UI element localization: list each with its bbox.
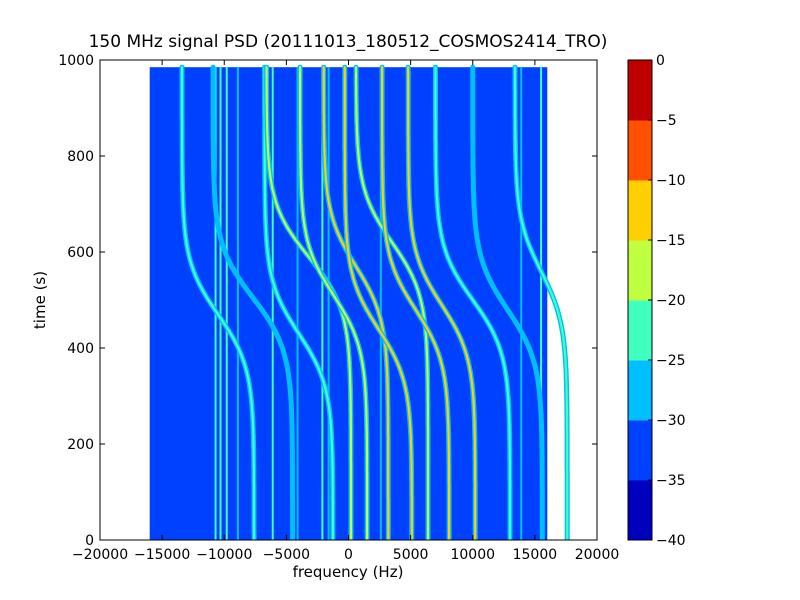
colorbar-segment (628, 120, 652, 181)
heatmap (149, 64, 570, 540)
colorbar-tick-label: −15 (656, 233, 686, 249)
colorbar-tick-label: −30 (656, 413, 686, 429)
y-axis: 0 200 400 600 800 1000 (58, 53, 597, 549)
colorbar-tick-label: −5 (656, 113, 677, 129)
trace-core (180, 66, 256, 540)
colorbar-segment (628, 360, 652, 421)
colorbar-segment (628, 480, 652, 541)
y-axis-label: time (s) (31, 271, 49, 329)
colorbar-tick-label: 0 (656, 53, 665, 69)
x-tick-label: 0 (344, 547, 353, 563)
trace-core (343, 66, 413, 540)
colorbar: −40 −35 −30 −25 −20 −15 −10 −5 0 (627, 53, 686, 549)
trace-5 (321, 64, 391, 540)
trace-2 (262, 64, 336, 540)
colorbar-segment (628, 180, 652, 241)
x-tick-label: 15000 (513, 547, 558, 563)
trace-7 (353, 64, 431, 540)
trace-6 (342, 64, 415, 540)
x-tick-label: −10000 (196, 547, 252, 563)
trace-4 (297, 64, 370, 540)
y-tick-label: 200 (67, 437, 94, 453)
trace-core (322, 66, 390, 540)
trace-0 (179, 64, 257, 540)
trace-core (381, 66, 451, 540)
y-tick-label: 1000 (58, 53, 94, 69)
chart-title: 150 MHz signal PSD (20111013_180512_COSM… (89, 32, 608, 52)
trace-8 (379, 64, 452, 540)
trace-core (434, 66, 512, 540)
trace-9 (405, 64, 478, 540)
colorbar-tick-label: −20 (656, 293, 686, 309)
trace-11 (470, 64, 545, 540)
trace-12 (512, 64, 570, 540)
y-tick-label: 600 (67, 245, 94, 261)
trace-core (471, 66, 544, 540)
y-tick-label: 0 (85, 533, 94, 549)
colorbar-segment (628, 60, 652, 121)
plot-area (99, 59, 598, 541)
trace-core (354, 66, 430, 540)
colorbar-tick-label: −40 (656, 533, 686, 549)
colorbar-segment (628, 240, 652, 301)
colorbar-tick-label: −10 (656, 173, 686, 189)
colorbar-tick-label: −25 (656, 353, 686, 369)
x-tick-label: −15000 (134, 547, 190, 563)
x-tick-label: 10000 (450, 547, 495, 563)
x-tick-label: 5000 (393, 547, 429, 563)
colorbar-segment (628, 300, 652, 361)
trace-10 (433, 64, 513, 540)
x-axis-label: frequency (Hz) (293, 563, 404, 581)
trace-core (407, 66, 477, 540)
x-tick-label: 20000 (575, 547, 620, 563)
colorbar-segment (628, 420, 652, 481)
y-tick-label: 400 (67, 341, 94, 357)
x-tick-label: −5000 (263, 547, 310, 563)
trace-1 (210, 64, 296, 540)
y-tick-label: 800 (67, 149, 94, 165)
x-tick-label: −20000 (72, 547, 128, 563)
colorbar-tick-label: −35 (656, 473, 686, 489)
trace-core (299, 66, 369, 540)
trace-core (513, 66, 569, 540)
trace-core (212, 66, 294, 540)
x-axis: −20000 −15000 −10000 −5000 0 5000 10000 15000 20… (72, 60, 619, 563)
trace-core (263, 66, 334, 540)
